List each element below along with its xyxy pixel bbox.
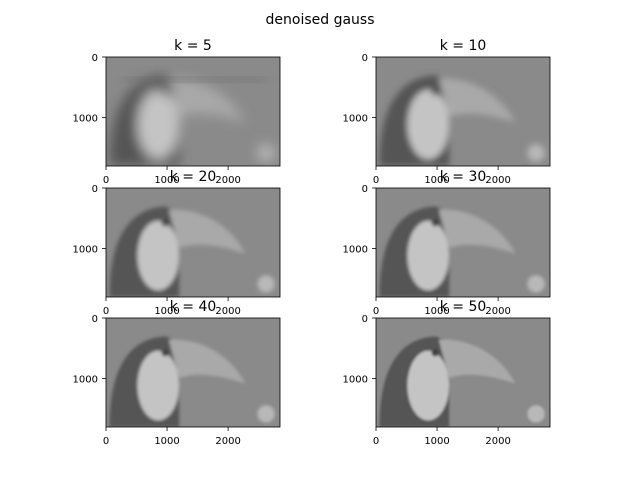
figure-suptitle: denoised gauss [266, 12, 375, 28]
toucan-beak [438, 209, 516, 254]
x-tick-label: 0 [103, 436, 109, 447]
x-tick-label: 0 [103, 306, 109, 317]
axes-frame [375, 187, 551, 298]
toucan-shape [379, 206, 545, 297]
ghost-band [123, 76, 267, 83]
toucan-chest [407, 89, 450, 160]
x-tick-label: 1000 [424, 175, 449, 186]
toucan-beak [438, 78, 516, 123]
subplot-panel: k = 20 0 1000 2000 0 1000 [73, 169, 281, 317]
toucan-chest [137, 89, 180, 160]
background-highlight [527, 275, 545, 293]
x-tick-label: 2000 [485, 306, 510, 317]
x-tick-label: 0 [373, 306, 379, 317]
background-highlight [527, 144, 545, 162]
background-highlight [527, 405, 545, 423]
subplot-panel: k = 30 0 1000 2000 0 1000 [343, 169, 551, 317]
y-tick-label: 1000 [343, 114, 368, 125]
y-tick-label: 0 [92, 314, 98, 325]
x-tick-label: 0 [373, 436, 379, 447]
subplot-title: k = 5 [174, 38, 212, 54]
x-tick-label: 1000 [424, 306, 449, 317]
background-highlight [257, 275, 275, 293]
axes-frame [105, 56, 281, 167]
denoised-image [376, 57, 550, 166]
toucan-shape [379, 75, 545, 166]
subplot-title: k = 10 [440, 38, 487, 54]
toucan-shape [379, 336, 545, 427]
subplot-title: k = 20 [170, 169, 217, 185]
y-tick-label: 0 [362, 314, 368, 325]
axes-frame [375, 317, 551, 428]
subplot-title: k = 30 [440, 169, 487, 185]
toucan-beak [438, 339, 516, 384]
x-tick-label: 1000 [154, 175, 179, 186]
y-tick-label: 0 [92, 184, 98, 195]
x-tick-label: 1000 [424, 436, 449, 447]
y-tick-label: 1000 [73, 245, 98, 256]
denoised-image [106, 318, 280, 427]
axes-frame [375, 56, 551, 167]
x-tick-label: 0 [103, 175, 109, 186]
x-tick-label: 2000 [215, 175, 240, 186]
toucan-beak [168, 78, 246, 123]
toucan-eye [161, 349, 169, 357]
x-tick-label: 2000 [485, 436, 510, 447]
x-tick-label: 1000 [154, 306, 179, 317]
y-tick-label: 1000 [73, 114, 98, 125]
denoised-image [376, 188, 550, 297]
toucan-eye [431, 88, 439, 96]
denoised-image [376, 318, 550, 427]
x-tick-label: 0 [373, 175, 379, 186]
toucan-beak [168, 339, 246, 384]
denoised-image [106, 188, 280, 297]
subplot-title: k = 40 [170, 299, 217, 315]
background-highlight [257, 144, 275, 162]
toucan-eye [161, 219, 169, 227]
toucan-chest [137, 220, 180, 291]
toucan-eye [161, 88, 169, 96]
subplot-panel: k = 10 0 1000 2000 0 1000 [343, 38, 551, 186]
x-tick-label: 2000 [215, 306, 240, 317]
toucan-beak [168, 209, 246, 254]
toucan-shape [109, 75, 275, 166]
x-tick-label: 2000 [485, 175, 510, 186]
subplot-title: k = 50 [440, 299, 487, 315]
toucan-chest [407, 220, 450, 291]
toucan-chest [407, 350, 450, 421]
y-tick-label: 0 [92, 53, 98, 64]
y-tick-label: 0 [362, 184, 368, 195]
toucan-chest [137, 350, 180, 421]
denoised-image [106, 57, 280, 166]
y-tick-label: 1000 [343, 375, 368, 386]
subplot-panel: k = 40 0 1000 2000 0 1000 [73, 299, 281, 447]
axes-frame [105, 187, 281, 298]
toucan-shape [109, 206, 275, 297]
x-tick-label: 2000 [215, 436, 240, 447]
toucan-eye [431, 219, 439, 227]
subplot-panel: k = 50 0 1000 2000 0 1000 [343, 299, 551, 447]
toucan-eye [431, 349, 439, 357]
axes-frame [105, 317, 281, 428]
toucan-shape [109, 336, 275, 427]
y-tick-label: 1000 [73, 375, 98, 386]
subplot-panel: k = 5 0 1000 2000 0 1000 [73, 38, 281, 186]
background-highlight [257, 405, 275, 423]
x-tick-label: 1000 [154, 436, 179, 447]
y-tick-label: 0 [362, 53, 368, 64]
y-tick-label: 1000 [343, 245, 368, 256]
